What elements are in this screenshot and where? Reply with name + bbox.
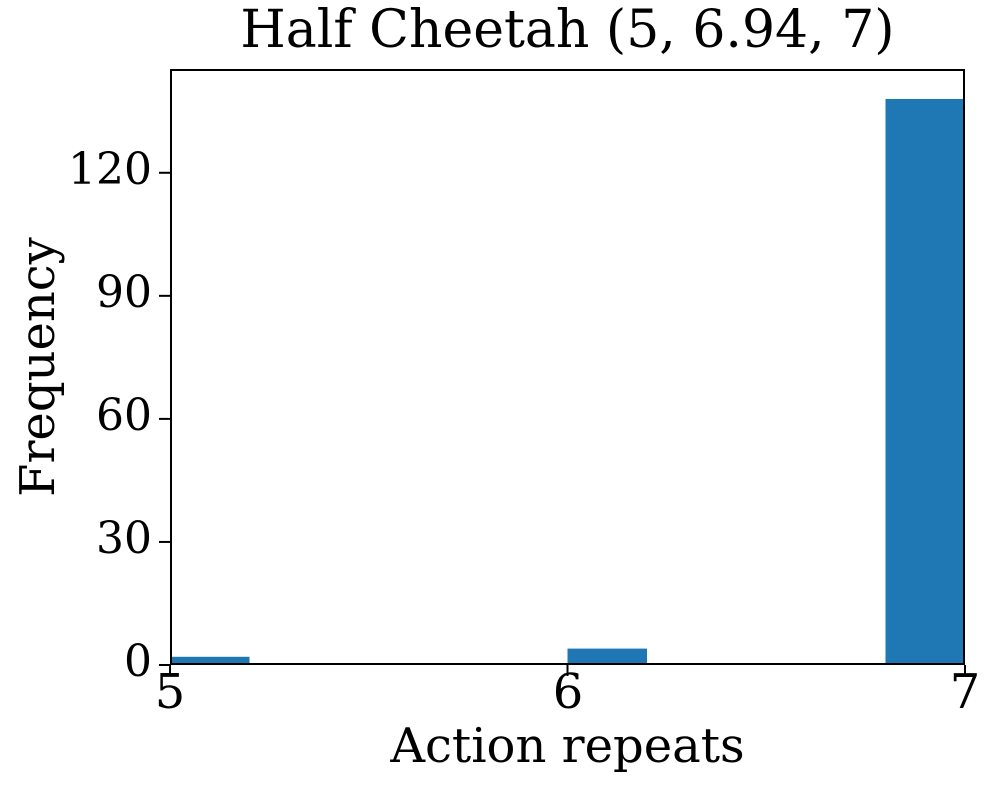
x-tick-label: 5 [154,664,186,720]
histogram-bar [567,648,647,664]
y-tick-label: 30 [96,513,152,564]
x-tick-label: 7 [949,664,981,720]
y-tick-label: 60 [96,390,152,441]
y-tick-label: 120 [68,144,152,195]
x-tick-label: 6 [552,664,584,720]
axes-frame [170,69,965,665]
histogram-bar [885,98,965,665]
y-tick-label: 90 [96,267,152,318]
chart-title: Half Cheetah (5, 6.94, 7) [240,0,895,60]
x-axis-label: Action repeats [390,718,745,774]
histogram-bar [170,656,250,664]
y-tick-label: 0 [124,636,152,687]
